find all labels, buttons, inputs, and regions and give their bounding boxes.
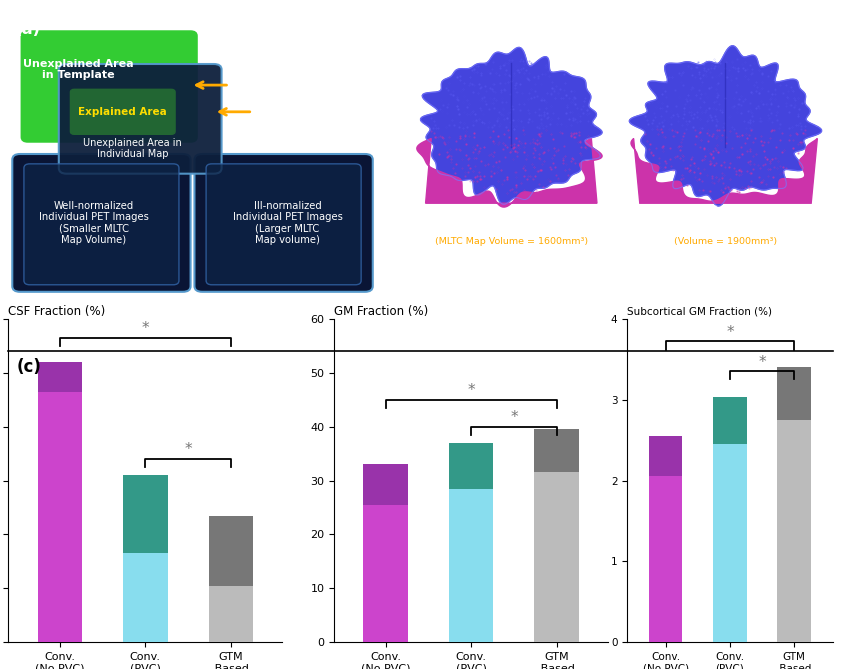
Text: The Template
GTM PVx PET: The Template GTM PVx PET: [235, 74, 301, 96]
Text: *: *: [759, 355, 766, 370]
Bar: [363, 505, 408, 642]
Bar: [123, 475, 167, 553]
Bar: [449, 488, 494, 642]
Text: (b): (b): [417, 21, 444, 38]
Text: Suboptimal Normalization
By Conventional Method: Suboptimal Normalization By Conventional…: [658, 205, 793, 227]
Text: CSF Fraction (%): CSF Fraction (%): [8, 304, 106, 318]
Bar: [535, 472, 579, 642]
Text: An Individual
GTM PVx PET: An Individual GTM PVx PET: [258, 101, 323, 122]
Text: Optimized Normalization
By GTM-Based Method: Optimized Normalization By GTM-Based Met…: [447, 205, 576, 227]
Bar: [209, 585, 253, 642]
FancyBboxPatch shape: [22, 31, 197, 141]
Bar: [38, 362, 82, 391]
Polygon shape: [629, 45, 822, 206]
Bar: [649, 476, 682, 642]
Polygon shape: [417, 138, 602, 207]
Text: *: *: [468, 383, 475, 398]
Bar: [777, 367, 811, 420]
Text: GM Fraction (%): GM Fraction (%): [334, 304, 429, 318]
Polygon shape: [420, 47, 602, 204]
FancyBboxPatch shape: [59, 64, 221, 174]
FancyBboxPatch shape: [194, 154, 373, 292]
Text: *: *: [141, 321, 149, 336]
Text: (Volume = 1900mm³): (Volume = 1900mm³): [674, 237, 777, 246]
Bar: [777, 420, 811, 642]
Bar: [649, 436, 682, 476]
Text: (c): (c): [17, 358, 42, 376]
FancyBboxPatch shape: [13, 154, 191, 292]
Text: (a): (a): [14, 21, 40, 38]
FancyBboxPatch shape: [71, 90, 175, 134]
FancyBboxPatch shape: [206, 164, 361, 285]
Bar: [535, 429, 579, 472]
Bar: [38, 391, 82, 642]
Text: Unexplained Area
in Template: Unexplained Area in Template: [23, 59, 134, 80]
Text: *: *: [726, 325, 733, 340]
Text: Unexplained Area in
Individual Map: Unexplained Area in Individual Map: [83, 138, 182, 159]
Bar: [363, 464, 408, 505]
Bar: [713, 444, 747, 642]
Bar: [209, 516, 253, 585]
Text: Explained Area: Explained Area: [78, 107, 167, 117]
Text: Subcortical GM Fraction (%): Subcortical GM Fraction (%): [627, 306, 772, 316]
Bar: [123, 553, 167, 642]
Text: Ill-normalized
Individual PET Images
(Larger MLTC
Map volume): Ill-normalized Individual PET Images (La…: [233, 201, 342, 246]
Text: Well-normalized
Individual PET Images
(Smaller MLTC
Map Volume): Well-normalized Individual PET Images (S…: [39, 201, 149, 246]
Text: (MLTC Map Volume = 1600mm³): (MLTC Map Volume = 1600mm³): [435, 237, 588, 246]
Polygon shape: [631, 138, 817, 203]
Bar: [713, 397, 747, 444]
Bar: [449, 443, 494, 488]
FancyBboxPatch shape: [24, 164, 179, 285]
Text: *: *: [184, 442, 192, 458]
Text: *: *: [510, 410, 518, 425]
